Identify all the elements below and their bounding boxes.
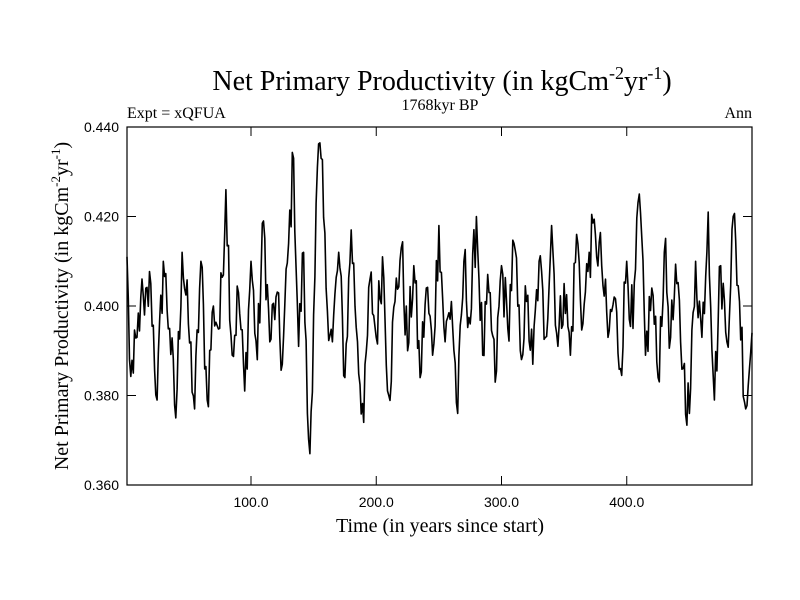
x-tick-label: 300.0 — [484, 494, 519, 510]
y-axis-label-mid: yr — [51, 159, 73, 176]
chart-title-sup2: -1 — [647, 63, 662, 83]
chart-title-main: Net Primary Productivity (in kgCm — [212, 66, 609, 97]
series-line-0 — [126, 142, 753, 455]
x-tick-label: 400.0 — [609, 494, 644, 510]
y-tick-label: 0.360 — [84, 477, 119, 493]
chart-title-mid: yr — [624, 66, 648, 97]
season-label: Ann — [724, 105, 752, 122]
plot-frame — [126, 126, 753, 486]
experiment-label: Expt = xQFUA — [127, 105, 226, 122]
y-axis-ticks: 0.360 0.380 0.400 0.420 0.440 — [84, 119, 752, 493]
y-axis-label-end: ) — [51, 142, 73, 149]
x-tick-label: 200.0 — [359, 494, 394, 510]
y-tick-label: 0.440 — [84, 119, 119, 135]
x-tick-label: 100.0 — [233, 494, 268, 510]
chart-title: Net Primary Productivity (in kgCm-2yr-1) — [212, 63, 671, 97]
y-axis-label-main: Net Primary Productivity (in kgCm — [51, 186, 73, 470]
period-label: 1768kyr BP — [402, 97, 479, 114]
y-axis-label: Net Primary Productivity (in kgCm-2yr-1) — [48, 142, 73, 470]
y-axis-label-sup1: -2 — [48, 176, 63, 187]
series-group — [126, 142, 753, 455]
y-tick-label: 0.380 — [84, 388, 119, 404]
y-tick-label: 0.420 — [84, 209, 119, 225]
chart-title-end: ) — [662, 66, 671, 97]
x-axis-label: Time (in years since start) — [336, 515, 544, 537]
x-axis-ticks: 100.0 200.0 300.0 400.0 — [233, 127, 644, 510]
y-tick-label: 0.400 — [84, 298, 119, 314]
y-axis-label-sup2: -1 — [48, 149, 63, 160]
chart-title-sup1: -2 — [609, 63, 624, 83]
